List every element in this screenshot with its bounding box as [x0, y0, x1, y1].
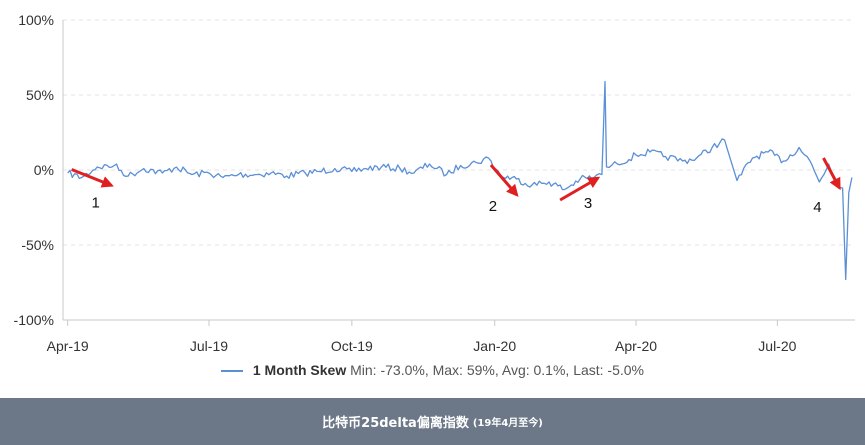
y-tick-label: 100% — [18, 12, 54, 28]
caption-title: 比特币25delta偏离指数 — [322, 416, 469, 431]
annotation-label: 3 — [584, 195, 592, 212]
skew-line-chart: 100% 50% 0% -50% -100% Apr-19 Jul-19 Oct-19 Jan-… — [14, 12, 855, 354]
annotation-label: 4 — [813, 199, 821, 216]
series-layer — [67, 80, 853, 281]
x-tick-label: Oct-19 — [331, 338, 373, 354]
x-tick-label: Jul-19 — [190, 338, 228, 354]
grid-lines — [63, 19, 855, 246]
caption-subtitle: (19年4月至今) — [472, 418, 543, 429]
chart-legend: 1 Month Skew Min: -73.0%, Max: 59%, Avg:… — [0, 362, 865, 378]
annotation-arrow — [822, 157, 841, 191]
annotations: 1 2 3 4 — [71, 157, 841, 216]
legend-swatch — [220, 370, 243, 373]
series-line-1-month-skew — [67, 80, 853, 281]
chart-area: 100% 50% 0% -50% -100% Apr-19 Jul-19 Oct-19 Jan-… — [14, 12, 855, 354]
y-tick-label: 0% — [34, 162, 54, 178]
x-tick-label: Apr-20 — [615, 338, 657, 354]
x-tick-label: Jul-20 — [758, 338, 796, 354]
caption-bar: 比特币25delta偏离指数 (19年4月至今) — [0, 398, 865, 445]
x-tick-label: Apr-19 — [47, 338, 89, 354]
annotation-arrow — [489, 164, 519, 197]
y-tick-label: 50% — [26, 87, 54, 103]
x-tick-label: Jan-20 — [473, 338, 516, 354]
annotation-label: 2 — [489, 198, 497, 215]
axes: 100% 50% 0% -50% -100% Apr-19 Jul-19 Oct-19 Jan-… — [14, 12, 855, 354]
y-tick-label: -50% — [21, 237, 54, 253]
legend-series-name: 1 Month Skew — [252, 362, 347, 378]
annotation-arrow — [559, 176, 601, 202]
annotation-label: 1 — [91, 195, 99, 212]
y-tick-label: -100% — [14, 312, 54, 328]
annotation-arrow — [71, 168, 114, 188]
legend-stats: Min: -73.0%, Max: 59%, Avg: 0.1%, Last: … — [350, 362, 645, 378]
